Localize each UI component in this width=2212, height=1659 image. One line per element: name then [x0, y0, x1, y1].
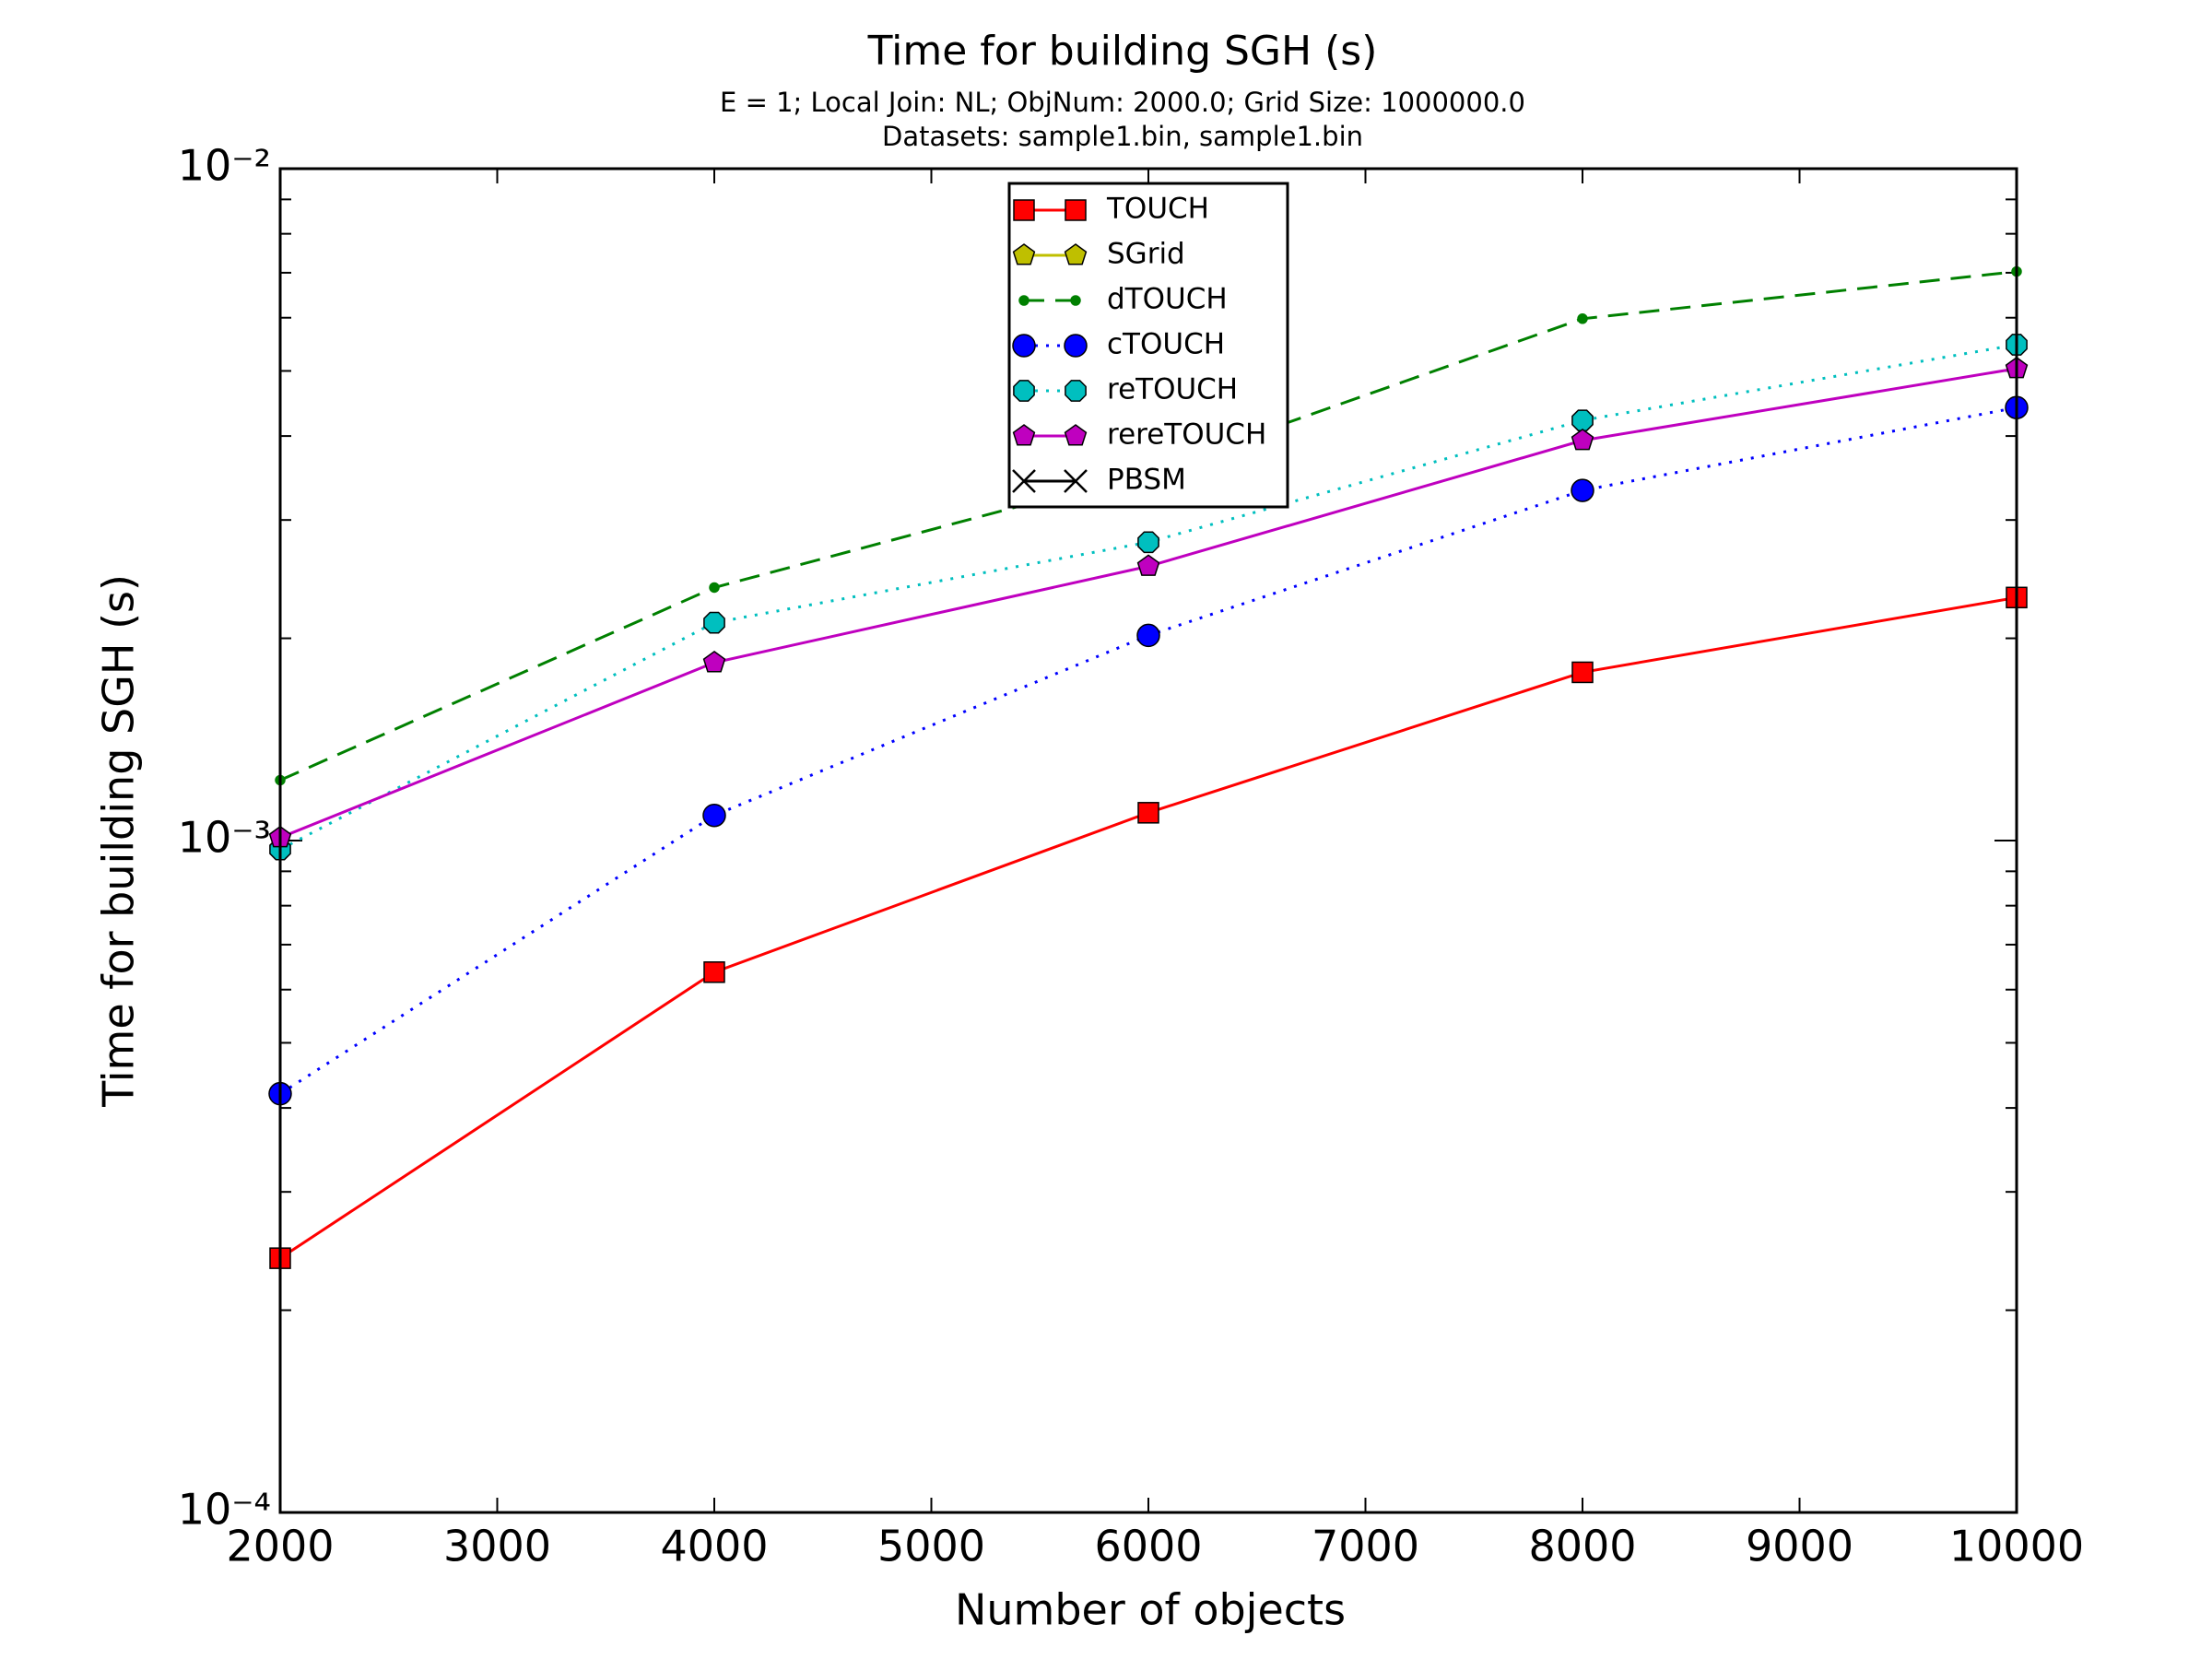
- marker: [1571, 428, 1594, 451]
- marker: [1064, 469, 1088, 493]
- marker: [1137, 802, 1159, 824]
- marker: [1136, 623, 1160, 648]
- legend-label: cTOUCH: [1107, 328, 1225, 361]
- legend-label: TOUCH: [1106, 193, 1209, 226]
- legend-label: PBSM: [1107, 464, 1186, 497]
- legend-label: rereTOUCH: [1107, 418, 1266, 452]
- marker: [1012, 424, 1036, 446]
- marker: [1571, 661, 1594, 684]
- x-tick-label: 4000: [660, 1522, 768, 1571]
- marker: [1064, 334, 1088, 358]
- x-tick-label: 3000: [443, 1522, 551, 1571]
- marker: [1018, 295, 1030, 306]
- chart-subtitle: E = 1; Local Join: NL; ObjNum: 2000.0; G…: [720, 87, 1525, 118]
- marker: [1013, 199, 1035, 221]
- y-tick-label: 10⁻³: [178, 813, 271, 863]
- marker: [1065, 380, 1087, 402]
- marker: [709, 582, 720, 594]
- y-tick-label: 10⁻⁴: [178, 1485, 271, 1535]
- marker: [1571, 409, 1594, 431]
- legend: TOUCH SGrid dTOUCH cTOUCH reTOUCH rereTOUCH PB…: [1007, 182, 1289, 509]
- x-tick-label: 9000: [1746, 1522, 1853, 1571]
- legend-label: reTOUCH: [1107, 373, 1238, 406]
- x-axis-label: Number of objects: [955, 1585, 1346, 1635]
- x-tick-label: 10000: [1949, 1522, 2084, 1571]
- legend-label: SGrid: [1107, 238, 1185, 271]
- marker: [1012, 469, 1036, 493]
- marker: [1012, 334, 1036, 358]
- plot-frame: [278, 167, 2018, 1514]
- legend-label: dTOUCH: [1107, 283, 1228, 316]
- marker: [703, 961, 725, 983]
- marker: [702, 803, 726, 828]
- marker: [1137, 531, 1159, 554]
- y-tick-label: 10⁻²: [178, 141, 271, 191]
- marker: [1136, 554, 1160, 576]
- x-tick-label: 8000: [1528, 1522, 1636, 1571]
- marker: [1571, 478, 1594, 502]
- marker: [1577, 313, 1588, 324]
- marker: [1012, 243, 1036, 265]
- chart-subtitle: Datasets: sample1.bin, sample1.bin: [882, 121, 1363, 152]
- marker: [1013, 380, 1035, 402]
- marker: [1064, 243, 1088, 265]
- marker: [1065, 199, 1087, 221]
- marker: [1070, 295, 1081, 306]
- y-axis-label: Time for building SGH (s): [94, 574, 144, 1108]
- chart-title: Time for building SGH (s): [867, 28, 1378, 75]
- marker: [702, 650, 726, 673]
- legend-box: [1007, 182, 1289, 509]
- x-tick-label: 7000: [1312, 1522, 1419, 1571]
- x-tick-label: 6000: [1094, 1522, 1202, 1571]
- marker: [1064, 424, 1088, 446]
- marker: [703, 611, 725, 634]
- x-tick-label: 5000: [877, 1522, 985, 1571]
- x-tick-label: 2000: [226, 1522, 334, 1571]
